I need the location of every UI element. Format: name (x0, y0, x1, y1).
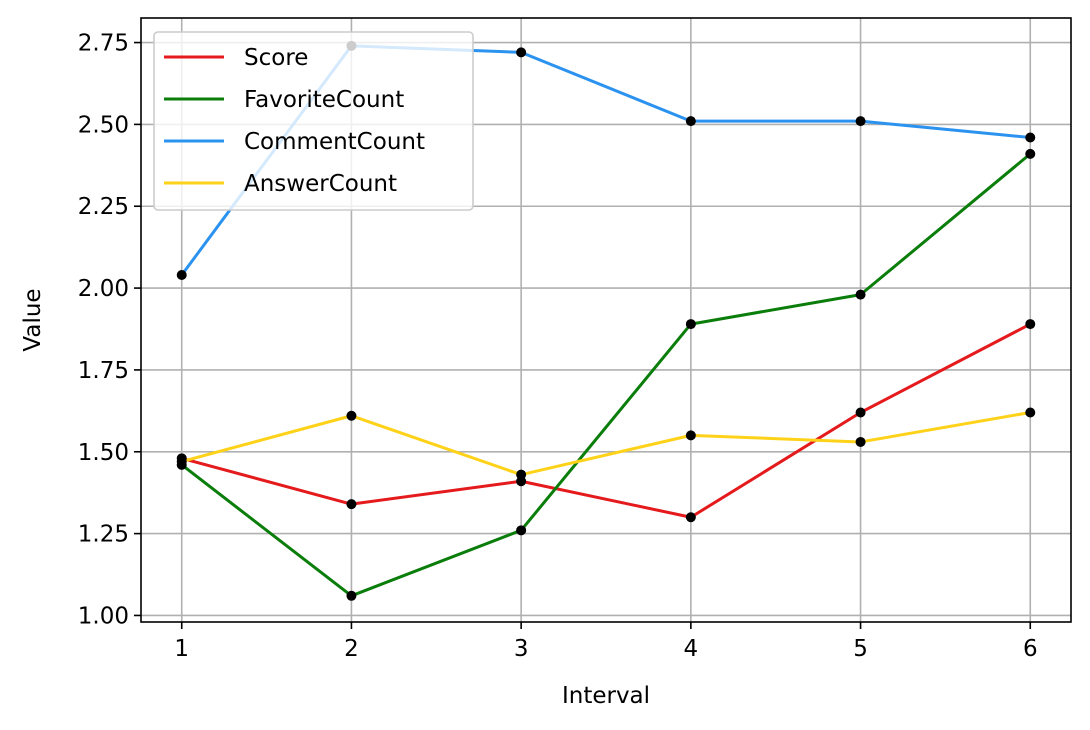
legend-label-favorite-count: FavoriteCount (244, 87, 404, 113)
y-tick-label: 1.50 (78, 440, 129, 466)
data-point-favorite-count (685, 319, 696, 330)
y-tick-label: 1.75 (78, 358, 129, 384)
data-point-comment-count (176, 269, 187, 280)
x-tick-label: 3 (514, 636, 529, 662)
x-tick-label: 1 (174, 636, 189, 662)
data-point-comment-count (1025, 132, 1036, 143)
series-line-score (181, 322, 1031, 519)
data-point-answer-count (516, 469, 527, 480)
data-point-comment-count (685, 116, 696, 127)
data-point-comment-count (855, 116, 866, 127)
x-tick-label: 5 (853, 636, 868, 662)
legend-box (153, 31, 474, 211)
data-point-answer-count (176, 456, 187, 467)
y-tick-label: 2.25 (78, 194, 129, 220)
grid-layer (141, 18, 1071, 622)
data-point-score (855, 407, 866, 418)
data-point-answer-count (1025, 407, 1036, 418)
y-tick-label: 1.00 (78, 603, 129, 629)
data-point-score (1025, 319, 1036, 330)
y-axis-title: Value (20, 288, 46, 351)
y-tick-label: 2.00 (78, 276, 129, 302)
x-axis-title: Interval (562, 683, 650, 709)
legend-label-answer-count: AnswerCount (244, 171, 397, 197)
legend-label-comment-count: CommentCount (244, 129, 425, 155)
tick-layer: 1 2 3 4 5 6 1.00 1.25 1.50 1.75 2.00 2.25 2.50 2.75 (78, 31, 1038, 662)
data-point-favorite-count (346, 590, 357, 601)
data-point-answer-count (855, 436, 866, 447)
marker-layer (176, 40, 1036, 601)
legend: Score FavoriteCount CommentCount AnswerCoun… (153, 31, 474, 211)
series-line-favorite-count (180, 152, 1032, 598)
data-point-answer-count (346, 410, 357, 421)
data-point-answer-count (685, 430, 696, 441)
data-point-favorite-count (855, 289, 866, 300)
x-tick-label: 4 (684, 636, 699, 662)
series-layer (180, 44, 1032, 598)
data-point-score (346, 499, 357, 510)
data-point-favorite-count (516, 525, 527, 536)
y-tick-label: 2.75 (78, 31, 129, 57)
series-line-answer-count (181, 411, 1031, 477)
x-tick-label: 6 (1023, 636, 1038, 662)
data-point-favorite-count (1025, 148, 1036, 159)
y-tick-label: 2.50 (78, 112, 129, 138)
y-tick-label: 1.25 (78, 522, 129, 548)
x-tick-label: 2 (344, 636, 359, 662)
legend-label-score: Score (244, 45, 308, 71)
plot-frame (140, 17, 1072, 623)
data-point-score (685, 512, 696, 523)
data-point-comment-count (516, 47, 527, 58)
